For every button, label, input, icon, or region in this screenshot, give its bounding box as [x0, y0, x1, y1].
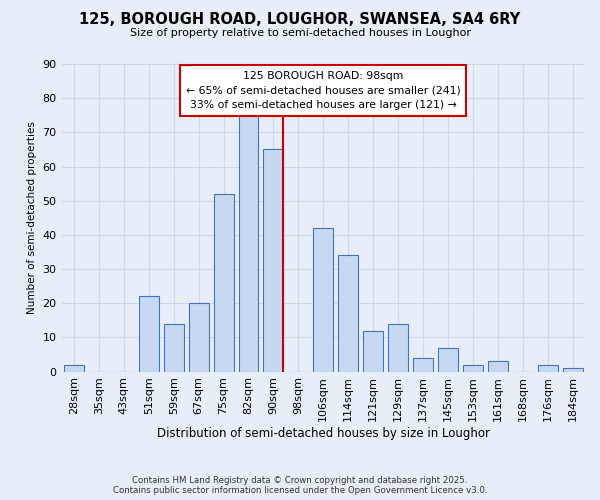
Bar [488, 362, 508, 372]
Text: Size of property relative to semi-detached houses in Loughor: Size of property relative to semi-detach… [130, 28, 470, 38]
Bar [563, 368, 583, 372]
Bar [313, 228, 333, 372]
X-axis label: Distribution of semi-detached houses by size in Loughor: Distribution of semi-detached houses by … [157, 427, 490, 440]
Bar [338, 256, 358, 372]
Text: Contains HM Land Registry data © Crown copyright and database right 2025.
Contai: Contains HM Land Registry data © Crown c… [113, 476, 487, 495]
Bar [188, 303, 209, 372]
Bar [139, 296, 159, 372]
Y-axis label: Number of semi-detached properties: Number of semi-detached properties [27, 122, 37, 314]
Bar [239, 116, 259, 372]
Bar [64, 364, 84, 372]
Bar [214, 194, 233, 372]
Text: 125 BOROUGH ROAD: 98sqm
← 65% of semi-detached houses are smaller (241)
33% of s: 125 BOROUGH ROAD: 98sqm ← 65% of semi-de… [186, 71, 461, 110]
Bar [164, 324, 184, 372]
Bar [263, 150, 283, 372]
Bar [413, 358, 433, 372]
Text: 125, BOROUGH ROAD, LOUGHOR, SWANSEA, SA4 6RY: 125, BOROUGH ROAD, LOUGHOR, SWANSEA, SA4… [79, 12, 521, 28]
Bar [463, 364, 483, 372]
Bar [438, 348, 458, 372]
Bar [388, 324, 408, 372]
Bar [538, 364, 557, 372]
Bar [363, 330, 383, 372]
